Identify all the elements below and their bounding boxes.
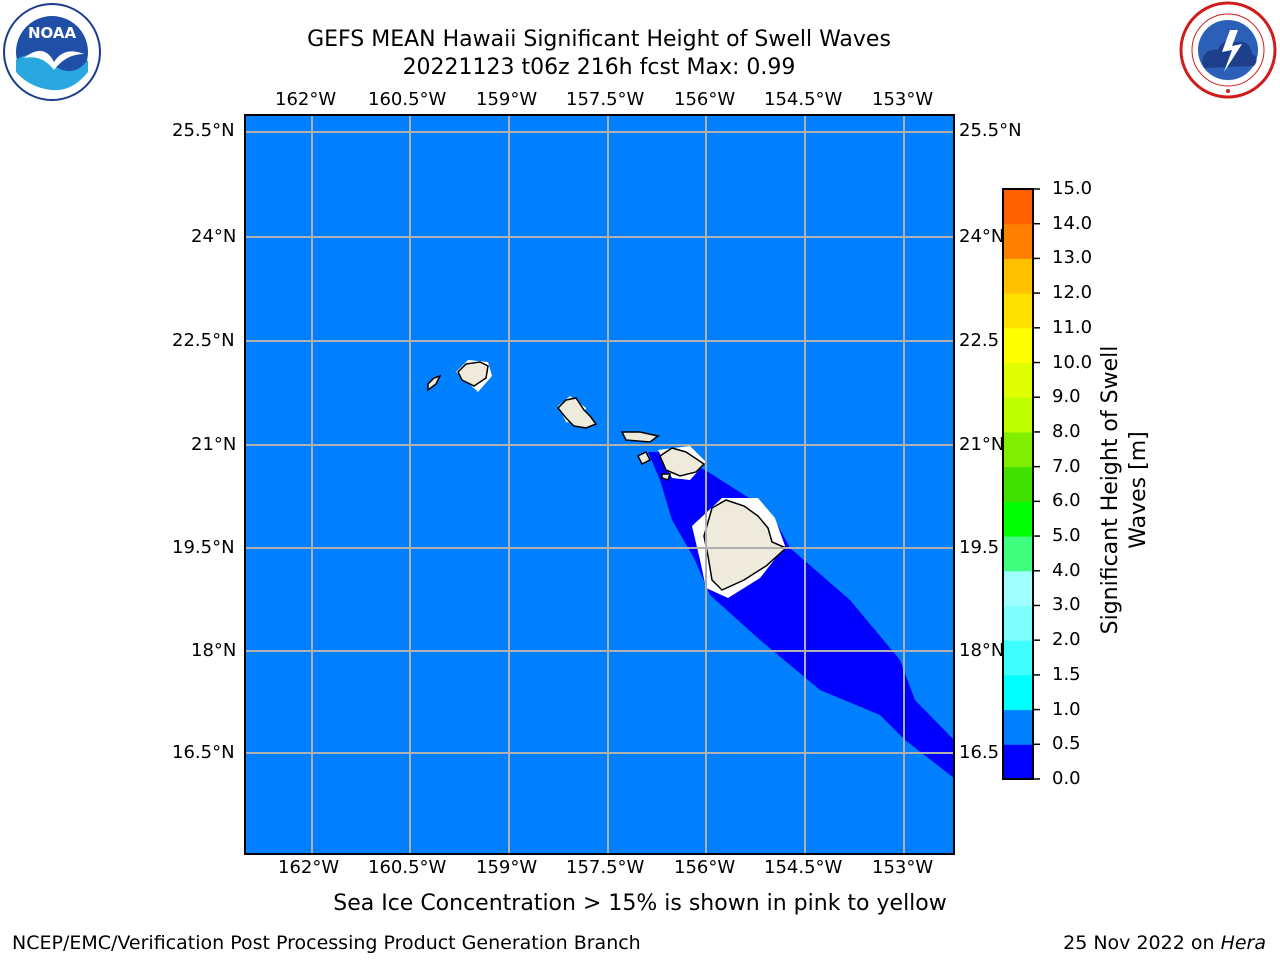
lon-label-top-6: 154.5°W (764, 89, 843, 110)
island-niihau (427, 374, 442, 392)
colorbar-tick-label: 1.0 (1052, 698, 1081, 720)
colorbar-block (1003, 327, 1033, 364)
lon-label-top-2: 160.5°W (368, 89, 447, 110)
lon-label-bottom-6: 154.5°W (764, 857, 843, 878)
lat-label-right-4: 21°N (959, 434, 1005, 455)
colorbar-tick-label: 1.5 (1052, 663, 1081, 685)
colorbar-tick-label: 0.5 (1052, 733, 1081, 755)
lat-label-left-1: 25.5°N (172, 120, 235, 141)
lon-label-bottom-7: 153°W (872, 857, 934, 878)
footer-date-wrap: 25 Nov 2022 on Hera (1063, 932, 1266, 954)
colorbar-block (1003, 536, 1033, 572)
colorbar-tick-label: 3.0 (1052, 594, 1081, 616)
lon-label-top-1: 162°W (275, 89, 337, 110)
colorbar-block (1003, 362, 1033, 398)
colorbar-tick-label: 2.0 (1052, 629, 1081, 651)
island-kahoolawe (661, 473, 672, 481)
lon-label-top-7: 153°W (872, 89, 934, 110)
footer-org: NCEP/EMC/Verification Post Processing Pr… (12, 932, 641, 954)
lat-label-right-5: 19.5 (959, 537, 1000, 558)
colorbar-tick-label: 6.0 (1052, 490, 1081, 512)
colorbar-frame (1002, 188, 1034, 780)
lon-label-bottom-1: 162°W (278, 857, 340, 878)
colorbar-tick-label: 4.0 (1052, 559, 1081, 581)
chart-subtitle: 20221123 t06z 216h fcst Max: 0.99 (402, 55, 796, 80)
graticule (245, 115, 954, 854)
island-maui (659, 447, 706, 477)
lon-label-bottom-2: 160.5°W (368, 857, 447, 878)
nws-logo (1179, 1, 1277, 99)
colorbar-block (1003, 258, 1033, 294)
colorbar-tick-label: 13.0 (1052, 247, 1093, 269)
colorbar-label: Significant Height of Swell Waves [m] (1098, 345, 1151, 635)
lat-label-right-6: 18°N (959, 640, 1005, 661)
noaa-logo: NOAA (3, 3, 101, 101)
noaa-logo-text: NOAA (28, 24, 77, 42)
ocean (245, 115, 954, 854)
island-kauai (457, 361, 489, 387)
footer-host: Hera (1220, 932, 1266, 954)
sea-ice-caption: Sea Ice Concentration > 15% is shown in … (333, 891, 947, 916)
colorbar-tick-label: 7.0 (1052, 455, 1081, 477)
colorbar-tick-label: 9.0 (1052, 386, 1081, 408)
colorbar-tick-label: 8.0 (1052, 420, 1081, 442)
colorbar-block (1003, 466, 1033, 502)
colorbar-block (1003, 640, 1033, 676)
colorbar-tick-label: 5.0 (1052, 525, 1081, 547)
colorbar-block (1003, 397, 1033, 433)
colorbar-tick-label: 10.0 (1052, 351, 1093, 373)
colorbar-tick-label: 15.0 (1052, 178, 1093, 199)
island-hawaii (703, 499, 788, 591)
colorbar-tick-label: 0.0 (1052, 768, 1081, 789)
colorbar-tick-label: 14.0 (1052, 212, 1093, 234)
colorbar-block (1003, 431, 1033, 468)
lat-label-left-5: 19.5°N (172, 537, 235, 558)
colorbar-block (1003, 709, 1033, 745)
colorbar-block (1003, 189, 1033, 225)
map-panel (244, 114, 955, 855)
island-molokai (620, 431, 660, 443)
lon-label-bottom-5: 156°W (674, 857, 736, 878)
lat-label-left-2: 24°N (191, 226, 237, 247)
colorbar-block (1003, 293, 1033, 329)
lat-label-right-2: 24°N (959, 226, 1005, 247)
colorbar-block (1003, 223, 1033, 259)
lat-label-right-3: 22.5 (959, 330, 1000, 351)
colorbar-block (1003, 570, 1033, 606)
colorbar-block (1003, 744, 1033, 780)
lon-label-bottom-4: 157.5°W (566, 857, 645, 878)
lon-label-top-4: 157.5°W (566, 89, 645, 110)
colorbar-block (1003, 501, 1033, 537)
colorbar-tick-labels: 15.0 14.0 13.0 12.0 11.0 10.0 9.0 8.0 7.0 6.0 5.0 4… (1052, 178, 1112, 790)
lat-label-left-7: 16.5°N (172, 742, 235, 763)
map-frame (244, 114, 955, 855)
colorbar-tick-label: 12.0 (1052, 282, 1093, 304)
island-lanai (636, 450, 652, 466)
colorbar-block (1003, 605, 1033, 641)
footer-date: 25 Nov 2022 on (1063, 932, 1215, 954)
lon-label-bottom-3: 159°W (476, 857, 538, 878)
colorbar-block (1003, 674, 1033, 711)
lat-label-left-4: 21°N (191, 434, 237, 455)
lat-label-right-7: 16.5 (959, 742, 1000, 763)
lon-label-top-3: 159°W (476, 89, 538, 110)
lat-label-right-1: 25.5°N (959, 120, 1022, 141)
island-oahu (556, 397, 598, 429)
colorbar-label-wrap: Significant Height of Swell Waves [m] (1097, 344, 1157, 636)
lon-label-top-5: 156°W (674, 89, 736, 110)
lat-label-left-3: 22.5°N (172, 330, 235, 351)
chart-title: GEFS MEAN Hawaii Significant Height of S… (307, 27, 891, 52)
lat-label-left-6: 18°N (191, 640, 237, 661)
colorbar-tick-label: 11.0 (1052, 316, 1093, 338)
colorbar (1002, 188, 1040, 780)
